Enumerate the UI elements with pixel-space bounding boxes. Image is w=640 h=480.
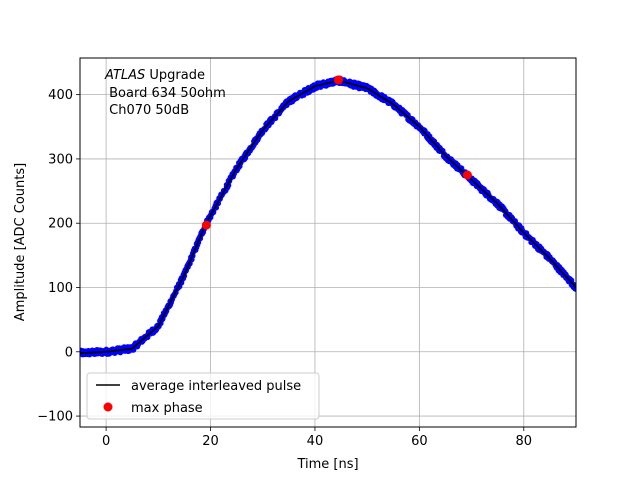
annotation-line-2: Board 634 50ohm xyxy=(105,86,226,101)
legend-box xyxy=(86,372,320,420)
y-tick-label: 100 xyxy=(48,281,73,296)
x-tick-label: 40 xyxy=(307,434,324,449)
y-tick-label: 300 xyxy=(48,152,73,167)
annotation-line-3: Ch070 50dB xyxy=(105,103,189,118)
y-tick-label: −100 xyxy=(37,410,73,425)
x-tick-label: 20 xyxy=(202,434,219,449)
x-tick-label: 0 xyxy=(102,434,110,449)
x-tick-label: 80 xyxy=(516,434,533,449)
legend: average interleaved pulse max phase xyxy=(86,372,320,420)
x-tick-label: 60 xyxy=(411,434,428,449)
y-tick-label: 200 xyxy=(48,217,73,232)
atlas-label: ATLAS xyxy=(104,68,145,83)
legend-label-max-phase: max phase xyxy=(131,401,203,416)
y-tick-label: 400 xyxy=(48,88,73,103)
axes-frame xyxy=(79,57,577,428)
legend-marker-swatch xyxy=(103,402,113,412)
max-phase-point xyxy=(462,170,472,180)
annotation-line-1: ATLAS Upgrade xyxy=(104,68,205,83)
tick-marks: 0 20 40 60 80 −100 0 100 200 300 400 xyxy=(37,88,532,449)
legend-label-average: average interleaved pulse xyxy=(131,379,301,394)
max-phase-point xyxy=(333,75,343,85)
plot-area xyxy=(80,75,576,358)
upgrade-label: Upgrade xyxy=(145,68,205,83)
x-axis-label: Time [ns] xyxy=(296,457,358,472)
annotation: ATLAS Upgrade Board 634 50ohm Ch070 50dB xyxy=(104,68,226,118)
average-pulse-line xyxy=(80,79,576,354)
y-axis-label: Amplitude [ADC Counts] xyxy=(13,163,28,321)
y-tick-label: 0 xyxy=(65,345,73,360)
max-phase-point xyxy=(201,220,211,230)
